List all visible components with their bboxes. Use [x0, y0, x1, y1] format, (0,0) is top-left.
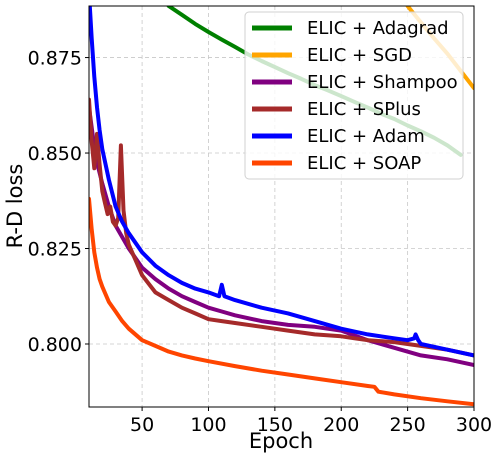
legend-box — [244, 11, 464, 180]
y-tick-label: 0.850 — [28, 143, 82, 165]
x-axis-label: Epoch — [249, 429, 313, 453]
y-axis-label: R-D loss — [3, 164, 27, 249]
legend-label: ELIC + Shampoo — [307, 72, 458, 93]
legend-label: ELIC + Adagrad — [307, 18, 449, 39]
x-tick-label: 150 — [257, 414, 293, 436]
x-tick-label: 300 — [456, 414, 492, 436]
legend-label: ELIC + Adam — [307, 126, 425, 147]
series-line-elic-adam — [89, 6, 474, 358]
x-tick-label: 100 — [190, 414, 226, 436]
legend-label: ELIC + SPlus — [307, 99, 421, 120]
legend: ELIC + Adagrad ELIC + SGD ELIC + Shampoo EL… — [244, 11, 464, 180]
legend-label: ELIC + SGD — [307, 45, 412, 66]
y-tick-label: 0.800 — [28, 334, 82, 356]
x-tick-label: 250 — [389, 414, 425, 436]
x-tick-label: 50 — [130, 414, 154, 436]
y-axis-ticks: 0.800 0.825 0.850 0.875 — [28, 48, 89, 356]
legend-label: ELIC + SOAP — [307, 153, 421, 174]
series-line-elic-soap — [89, 196, 474, 407]
plot-frame — [88, 5, 475, 408]
x-axis-ticks: 50 100 150 200 250 300 — [130, 407, 492, 436]
x-tick-label: 200 — [323, 414, 359, 436]
y-tick-label: 0.875 — [28, 48, 82, 70]
y-tick-label: 0.825 — [28, 239, 82, 261]
series-line-elic-splus — [89, 97, 474, 358]
